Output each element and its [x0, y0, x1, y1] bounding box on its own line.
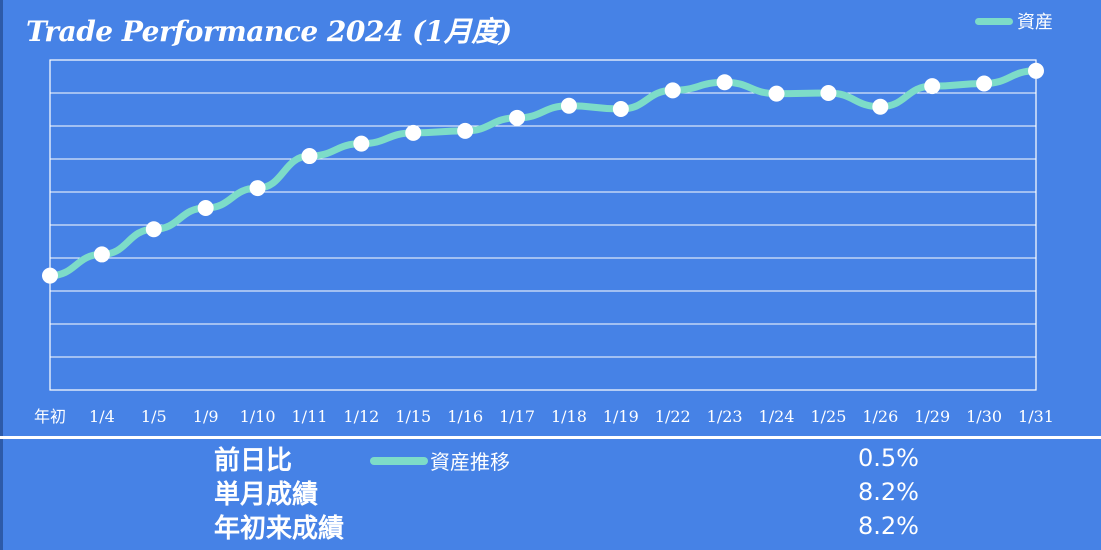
- x-tick-label: 1/15: [395, 407, 431, 426]
- data-point-14: [768, 85, 785, 102]
- summary-value-monthly: 8.2%: [858, 478, 919, 506]
- data-point-19: [1028, 62, 1044, 79]
- x-tick-label: 1/5: [141, 407, 167, 426]
- data-point-17: [924, 78, 941, 95]
- summary-label-daily: 前日比: [214, 446, 293, 476]
- x-axis-labels: 年初 1/4 1/5 1/9 1/10 1/11 1/12 1/15 1/16 1/17 1/18 1…: [34, 407, 1054, 426]
- legend-series-name: 資産: [1017, 12, 1053, 33]
- data-markers: [42, 62, 1044, 284]
- data-point-0: [42, 267, 58, 284]
- data-point-7: [405, 124, 422, 141]
- legend-bottom: 資産推移: [370, 446, 510, 475]
- x-tick-label: 1/9: [193, 407, 219, 426]
- x-tick-label: 1/29: [914, 407, 950, 426]
- legend-line-swatch: [975, 17, 1013, 25]
- line-chart: 年初 1/4 1/5 1/9 1/10 1/11 1/12 1/15 1/16 1/17 1/18 1…: [34, 59, 1054, 426]
- summary-label-monthly: 単月成績: [214, 480, 319, 510]
- data-point-5: [301, 148, 318, 165]
- data-point-13: [716, 74, 733, 91]
- x-tick-label: 1/12: [343, 407, 379, 426]
- data-point-10: [560, 97, 577, 114]
- x-tick-label: 1/31: [1018, 407, 1054, 426]
- data-point-3: [197, 200, 214, 217]
- legend-bottom-swatch: [370, 456, 428, 465]
- data-point-11: [612, 101, 629, 118]
- section-divider: [0, 436, 1101, 439]
- x-tick-label: 1/19: [603, 407, 639, 426]
- chart-title: Trade Performance 2024 (1月度): [26, 15, 512, 48]
- summary-label-ytd: 年初来成績: [214, 514, 345, 544]
- x-tick-label: 1/4: [89, 407, 115, 426]
- x-tick-label: 1/22: [655, 407, 691, 426]
- x-tick-label: 1/23: [707, 407, 743, 426]
- data-point-16: [872, 98, 889, 115]
- data-point-18: [976, 75, 993, 92]
- x-tick-label: 1/25: [810, 407, 846, 426]
- data-point-1: [93, 246, 110, 263]
- summary-value-ytd: 8.2%: [858, 512, 919, 540]
- data-point-12: [664, 82, 681, 99]
- x-tick-label: 1/24: [759, 407, 795, 426]
- legend-bottom-label: 資産推移: [430, 450, 510, 474]
- x-tick-label: 1/11: [292, 407, 328, 426]
- gridlines: [50, 92, 1036, 358]
- x-tick-label: 1/16: [447, 407, 483, 426]
- data-point-8: [457, 122, 474, 139]
- legend-top: 資産: [975, 8, 1053, 34]
- x-tick-label: 1/26: [862, 407, 898, 426]
- data-point-6: [353, 135, 370, 152]
- left-edge-bar: [0, 0, 3, 550]
- data-point-4: [249, 180, 266, 197]
- summary-value-daily: 0.5%: [858, 444, 919, 472]
- x-tick-label: 1/17: [499, 407, 535, 426]
- data-point-2: [145, 221, 162, 238]
- series-line-assets: [46, 67, 1040, 280]
- x-tick-label: 1/10: [240, 407, 276, 426]
- x-tick-label: 1/18: [551, 407, 587, 426]
- x-tick-label: 1/30: [966, 407, 1002, 426]
- x-tick-label: 年初: [34, 407, 66, 426]
- data-point-15: [820, 85, 837, 101]
- data-point-9: [509, 109, 526, 126]
